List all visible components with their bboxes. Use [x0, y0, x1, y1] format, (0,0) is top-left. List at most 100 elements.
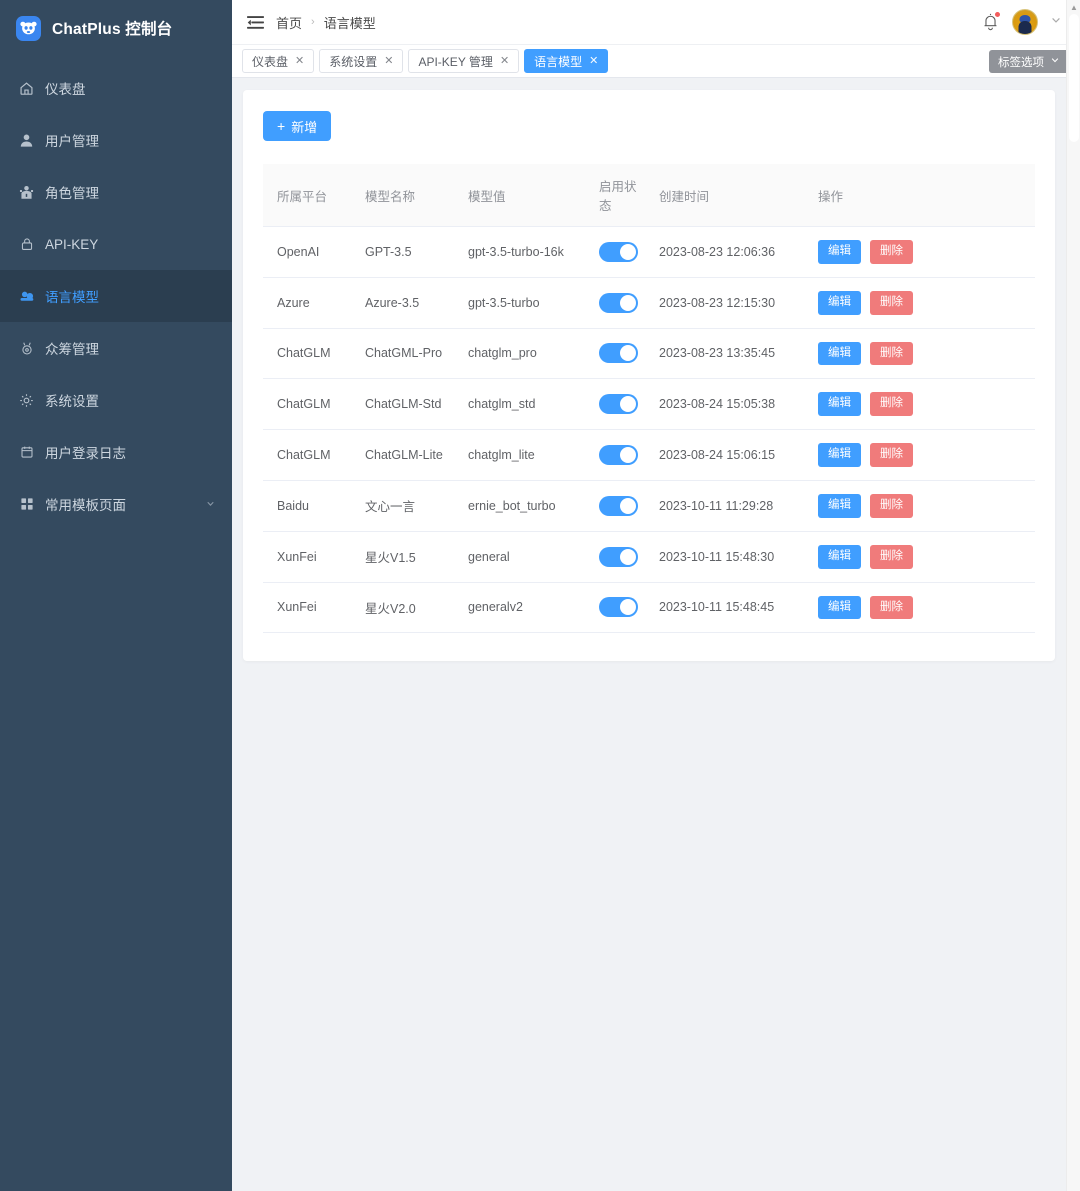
tab-label: 系统设置: [329, 54, 378, 69]
enable-toggle[interactable]: [599, 343, 638, 364]
edit-button[interactable]: 编辑: [818, 392, 861, 417]
lock-icon: [18, 236, 35, 253]
sidebar-item-user-management[interactable]: 用户管理: [0, 114, 232, 166]
role-icon: [18, 184, 35, 201]
calendar-icon: [18, 444, 35, 461]
toggle-knob: [620, 447, 636, 464]
cell-platform: OpenAI: [263, 226, 351, 278]
sidebar-item-api-key[interactable]: API-KEY: [0, 218, 232, 270]
breadcrumb-separator: ›: [311, 16, 315, 28]
grid-icon: [18, 496, 35, 513]
close-icon[interactable]: ✕: [499, 54, 510, 67]
avatar-body: [1018, 20, 1032, 34]
sidebar-item-system-settings[interactable]: 系统设置: [0, 374, 232, 426]
sidebar-item-login-log[interactable]: 用户登录日志: [0, 426, 232, 478]
tab-dashboard[interactable]: 仪表盘 ✕: [242, 49, 315, 73]
close-icon[interactable]: ✕: [384, 54, 394, 67]
main-area: 首页 › 语言模型: [232, 0, 1080, 1191]
sidebar-item-dashboard[interactable]: 仪表盘: [0, 62, 232, 114]
tab-language-model[interactable]: 语言模型 ✕: [524, 49, 609, 73]
edit-button[interactable]: 编辑: [818, 595, 861, 620]
delete-button[interactable]: 删除: [870, 341, 913, 366]
avatar[interactable]: [1012, 9, 1038, 35]
enable-toggle[interactable]: [599, 546, 638, 567]
delete-button[interactable]: 删除: [870, 290, 913, 315]
breadcrumb-current: 语言模型: [323, 15, 376, 31]
panda-logo-icon: [16, 15, 41, 41]
cell-actions: 编辑 删除: [804, 328, 1035, 380]
close-icon[interactable]: ✕: [589, 54, 599, 67]
enable-toggle[interactable]: [599, 495, 638, 516]
tag-options-button[interactable]: 标签选项: [989, 50, 1069, 73]
toggle-knob: [620, 599, 636, 616]
sidebar-item-label: 仪表盘: [45, 82, 86, 97]
scroll-up-arrow-icon[interactable]: ▲: [1070, 2, 1078, 12]
edit-button[interactable]: 编辑: [818, 290, 861, 315]
delete-button[interactable]: 删除: [870, 595, 913, 620]
delete-button[interactable]: 删除: [870, 443, 913, 467]
breadcrumb-home[interactable]: 首页: [276, 15, 303, 31]
chevron-down-icon[interactable]: [205, 497, 216, 512]
sidebar-item-language-model[interactable]: 语言模型: [0, 270, 232, 322]
sidebar-item-role-management[interactable]: 角色管理: [0, 166, 232, 218]
enable-toggle[interactable]: [599, 394, 638, 415]
cell-actions: 编辑 删除: [804, 226, 1035, 278]
enable-toggle[interactable]: [599, 241, 638, 262]
brand[interactable]: ChatPlus 控制台: [0, 0, 232, 56]
cell-model-name: ChatGLM-Std: [351, 378, 454, 431]
sidebar-item-label: 语言模型: [45, 290, 99, 305]
table-row: OpenAI GPT-3.5 gpt-3.5-turbo-16k 2023-08-23…: [263, 226, 1035, 278]
sidebar-item-label: 用户登录日志: [45, 446, 126, 461]
cell-model-name: 星火V1.5: [351, 531, 454, 583]
cell-platform: Baidu: [263, 480, 351, 532]
toggle-knob: [620, 294, 636, 311]
cell-model-value: chatglm_lite: [454, 429, 585, 481]
menu-collapse-icon[interactable]: [246, 13, 264, 31]
bell-icon[interactable]: [980, 11, 1001, 33]
sidebar-item-crowdfunding[interactable]: 众筹管理: [0, 322, 232, 374]
edit-button[interactable]: 编辑: [818, 443, 861, 467]
cell-created-time: 2023-08-23 13:35:45: [645, 328, 804, 380]
enable-toggle[interactable]: [599, 445, 638, 466]
delete-button[interactable]: 删除: [870, 493, 913, 518]
tab-list: 仪表盘 ✕ 系统设置 ✕ API-KEY 管理 ✕ 语言模型 ✕: [242, 49, 609, 73]
edit-button[interactable]: 编辑: [818, 544, 861, 569]
column-header-actions: 操作: [804, 164, 1035, 227]
models-card: + 新增 所属平台 模型名称 模型值 启用状态 创建时间: [243, 90, 1055, 662]
sidebar-item-label: 常用模板页面: [45, 498, 126, 513]
table-body: OpenAI GPT-3.5 gpt-3.5-turbo-16k 2023-08-23…: [263, 226, 1035, 634]
edit-button[interactable]: 编辑: [818, 341, 861, 366]
delete-button[interactable]: 删除: [870, 240, 913, 264]
table-row: ChatGLM ChatGLM-Std chatglm_std 2023-08-24 …: [263, 378, 1035, 431]
tab-system-settings[interactable]: 系统设置 ✕: [319, 49, 404, 73]
enable-toggle[interactable]: [599, 292, 638, 313]
edit-button[interactable]: 编辑: [818, 240, 861, 264]
edit-button[interactable]: 编辑: [818, 493, 861, 518]
notification-dot: [994, 11, 1001, 18]
page-scrollbar[interactable]: ▲: [1066, 0, 1080, 1191]
cell-platform: ChatGLM: [263, 328, 351, 380]
enable-toggle[interactable]: [599, 597, 638, 618]
cell-created-time: 2023-10-11 11:29:28: [645, 480, 804, 532]
add-button-label: 新增: [291, 119, 318, 135]
delete-button[interactable]: 删除: [870, 392, 913, 417]
delete-button[interactable]: 删除: [870, 544, 913, 569]
cell-enabled-status: [585, 480, 645, 532]
sidebar-item-common-templates[interactable]: 常用模板页面: [0, 478, 232, 530]
cell-model-value: gpt-3.5-turbo: [454, 277, 585, 329]
scrollbar-thumb[interactable]: [1069, 14, 1079, 142]
close-icon[interactable]: ✕: [295, 54, 305, 67]
sidebar: ChatPlus 控制台 仪表盘 用: [0, 0, 232, 1191]
models-table: 所属平台 模型名称 模型值 启用状态 创建时间 操作 OpenAI GPT-3.5…: [263, 164, 1035, 634]
cell-model-name: GPT-3.5: [351, 226, 454, 278]
tab-api-key-management[interactable]: API-KEY 管理 ✕: [408, 49, 520, 73]
add-button[interactable]: + 新增: [263, 111, 332, 141]
cell-enabled-status: [585, 277, 645, 329]
sidebar-item-label: 角色管理: [45, 186, 99, 201]
chevron-down-icon[interactable]: [1050, 13, 1062, 31]
sidebar-item-label: 系统设置: [45, 394, 99, 409]
plus-icon: +: [277, 118, 286, 134]
tab-label: 语言模型: [534, 54, 583, 69]
tab-strip: 仪表盘 ✕ 系统设置 ✕ API-KEY 管理 ✕ 语言模型 ✕ 标签选项: [232, 45, 1080, 78]
